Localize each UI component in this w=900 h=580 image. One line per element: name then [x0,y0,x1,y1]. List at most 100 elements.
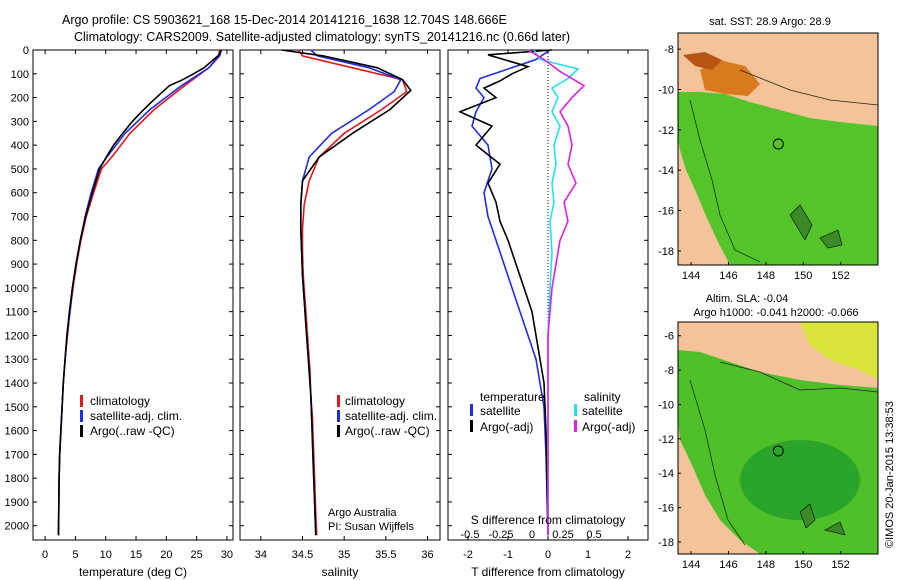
lat-tick-label: -18 [658,246,674,258]
temperature-xlabel: temperature (deg C) [79,565,187,579]
legend-climatology: climatology [90,394,150,408]
argo-position-marker [772,445,784,457]
header-line1: Argo profile: CS 5903621_168 15-Dec-2014… [62,13,507,27]
sla-map-panel: Altim. SLA: -0.04 Argo h1000: -0.041 h20… [658,293,879,571]
lon-tick-label: 152 [831,270,849,282]
y-tick-label: 900 [11,259,29,271]
y-tick-label: 1400 [5,378,29,390]
salinity-legend: climatology satellite-adj. clim. Argo(..… [337,394,437,438]
legend-sal-argo: Argo(-adj) [582,420,635,434]
sst-warm-patch [700,60,760,96]
difference-legend: temperature salinity satellite Argo(-adj… [470,390,635,434]
salinity-panel: 34 34.5 35 35.5 36 salinity climatology sate… [239,49,441,579]
lat-tick-label: -18 [658,537,674,549]
lat-tick-label: -8 [664,365,674,377]
legend-satellite-swatch [337,410,340,422]
salinity-axes [239,49,441,541]
lon-tick-label: 146 [719,270,737,282]
y-tick-label: 500 [11,164,29,176]
x-tick-label: 25 [191,549,203,561]
sst-map-title: sat. SST: 28.9 Argo: 28.9 [709,16,831,28]
sst-reef-line [689,99,761,263]
sst-hot-patch [683,52,722,70]
lon-tick-label: 150 [794,559,812,571]
legend-temp-satellite-swatch [470,404,473,416]
series-line-salinity-satellite [533,49,580,536]
legend-sal-satellite-swatch [574,404,577,416]
sla-map-title: Altim. SLA: -0.04 [706,293,789,305]
legend-argo-swatch [337,425,340,437]
legend-argo: Argo(..raw -QC) [345,424,430,438]
lon-tick-label: 144 [682,270,700,282]
s-tick-label: 0.5 [586,529,601,541]
temperature-legend: climatology satellite-adj. clim. Argo(..… [80,394,182,438]
legend-argo-swatch [80,425,83,437]
sla-map-frame [677,321,879,555]
y-tick-label: 700 [11,212,29,224]
legend-temp-argo-swatch [470,420,473,432]
legend-sal-satellite: satellite [582,404,623,418]
sst-map-frame [677,32,879,266]
x-tick-label: 35.5 [375,549,396,561]
sst-reef-islands [789,204,843,249]
legend-sal-argo-swatch [574,420,577,432]
s-tick-label: -0.5 [461,529,480,541]
s-tick-label: -0.25 [488,529,513,541]
y-tick-label: 1900 [5,497,29,509]
y-tick-label: 300 [11,116,29,128]
annotation-pi: PI: Susan Wijffels [328,521,414,533]
legend-climatology: climatology [345,394,405,408]
s-tick-label: 0 [529,529,535,541]
lon-tick-label: 144 [682,559,700,571]
y-tick-label: 1800 [5,473,29,485]
legend-salinity-title: salinity [584,390,621,404]
temperature-axes [32,49,234,541]
x-tick-label: 30 [221,549,233,561]
x-tick-label: 36 [421,549,433,561]
lat-tick-label: -16 [658,503,674,515]
lat-tick-label: -12 [658,125,674,137]
x-tick-label: 20 [160,549,172,561]
x-tick-label: -2 [463,549,473,561]
series-line-temperature-argo-adj- [457,49,553,536]
y-tick-label: 1500 [5,402,29,414]
y-tick-label: 2000 [5,521,29,533]
y-tick-label: 400 [11,140,29,152]
legend-satellite: satellite-adj. clim. [90,409,182,423]
s-tick-label: 0.25 [552,529,573,541]
lat-tick-label: -6 [664,331,674,343]
sla-high-patch [800,322,878,380]
series-line-argo-raw-qc- [57,49,222,536]
lat-tick-label: -10 [658,84,674,96]
y-tick-label: 1100 [5,307,29,319]
x-tick-label: 35 [338,549,350,561]
series-line-salinity-argo-adj- [527,49,586,536]
legend-climatology-swatch [337,395,340,407]
sst-map-panel: sat. SST: 28.9 Argo: 28.9 144 146 148 150 15… [658,16,879,282]
series-line-argo-raw-qc- [281,49,412,536]
legend-satellite: satellite-adj. clim. [345,409,437,423]
header-line2: Climatology: CARS2009. Satellite-adjuste… [74,30,570,44]
lat-tick-label: -14 [658,468,674,480]
salinity-xlabel: salinity [322,565,359,579]
x-tick-label: 15 [130,549,142,561]
sla-reef-line [689,379,746,546]
x-tick-label: 0 [545,549,551,561]
legend-temp-satellite: satellite [480,404,521,418]
series-line-temperature-satellite [471,49,551,536]
temperature-panel: 0100200300400500600700800900100011001200… [5,45,234,579]
sla-map-subtitle: Argo h1000: -0.041 h2000: -0.066 [693,307,858,319]
lat-tick-label: -10 [658,399,674,411]
x-tick-label: 34 [255,549,267,561]
legend-temp-argo: Argo(-adj) [480,420,533,434]
lon-tick-label: 152 [831,559,849,571]
y-tick-label: 200 [11,93,29,105]
sla-low-patch [740,440,860,520]
y-tick-label: 1300 [5,354,29,366]
sla-map [678,322,878,554]
y-tick-label: 600 [11,188,29,200]
imos-stamp: ©IMOS 20-Jan-2015 13:38:53 [884,401,896,548]
lon-tick-label: 148 [757,270,775,282]
lat-tick-label: -14 [658,165,674,177]
